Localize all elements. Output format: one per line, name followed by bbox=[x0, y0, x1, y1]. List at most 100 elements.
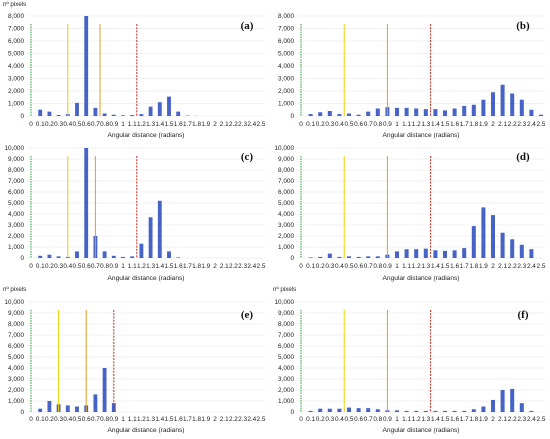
x-tick-label: 1.8 bbox=[469, 416, 478, 423]
x-axis-label: Angular distance (radians) bbox=[383, 132, 460, 139]
x-tick-label: 2.5 bbox=[537, 263, 546, 270]
x-tick-label: 0.9 bbox=[383, 416, 392, 423]
bar-1.4 bbox=[157, 102, 162, 116]
y-tick-label: 2,000 bbox=[8, 88, 24, 95]
y-tick-label: 0 bbox=[20, 255, 24, 262]
x-tick-label: 1 bbox=[121, 121, 125, 128]
y-tick-label: 5,000 bbox=[278, 200, 294, 207]
bar-0.4 bbox=[337, 114, 342, 116]
bar-0.7 bbox=[366, 408, 371, 412]
x-tick-label: 2.3 bbox=[517, 416, 526, 423]
panel-label: (d) bbox=[516, 151, 530, 163]
bar-2.2 bbox=[510, 93, 515, 116]
panel-label: (e) bbox=[241, 309, 254, 321]
y-tick-label: 6,000 bbox=[278, 189, 294, 196]
y-tick-label: 1,000 bbox=[278, 398, 294, 405]
y-tick-label: 3,000 bbox=[8, 376, 24, 383]
y-tick-label: 7,000 bbox=[278, 332, 294, 339]
bar-1.2 bbox=[414, 249, 419, 258]
chart-panel-3: 0 1,000 2,000 3,000 4,000 5,000 6,000 7,000 8,00… bbox=[274, 145, 545, 282]
bar-0.4 bbox=[65, 405, 70, 412]
x-tick-label: 1.8 bbox=[192, 263, 201, 270]
bar-1.6 bbox=[452, 250, 457, 258]
x-tick-label: 2.2 bbox=[229, 263, 238, 270]
x-tick-label: 1.8 bbox=[192, 416, 201, 423]
x-tick-label: 2 bbox=[491, 121, 495, 128]
bar-1.5 bbox=[442, 250, 448, 258]
bar-1.9 bbox=[481, 406, 486, 412]
y-tick-label: 0 bbox=[20, 409, 24, 416]
chart-panel-0: 0 1,000 2,000 3,000 4,000 5,000 6,000 7,000 8,00… bbox=[3, 1, 266, 139]
x-tick-label: 0.9 bbox=[383, 263, 392, 270]
bar-2.1 bbox=[500, 232, 505, 258]
y-tick-label: 9,000 bbox=[8, 310, 24, 317]
bar-0.4 bbox=[337, 256, 342, 258]
x-tick-label: 0.6 bbox=[354, 121, 363, 128]
bar-0.2 bbox=[318, 112, 323, 116]
x-tick-label: 1.2 bbox=[137, 263, 146, 270]
bar-0.1 bbox=[308, 410, 313, 412]
x-tick-label: 1.7 bbox=[460, 416, 469, 423]
y-tick-label: 8,000 bbox=[8, 167, 24, 174]
bar-1.2 bbox=[414, 410, 419, 412]
bar-1 bbox=[394, 251, 400, 258]
bar-1.4 bbox=[433, 410, 438, 412]
x-tick-label: 0.5 bbox=[73, 416, 82, 423]
x-tick-label: 2.3 bbox=[238, 121, 247, 128]
y-tick-label: 8,000 bbox=[278, 13, 294, 20]
y-tick-label: 9,000 bbox=[278, 156, 294, 163]
y-tick-label: 8,000 bbox=[278, 321, 294, 328]
bar-0.6 bbox=[356, 408, 361, 412]
x-tick-label: 1.4 bbox=[155, 121, 164, 128]
bar-1.3 bbox=[423, 109, 428, 116]
x-tick-label: 2 bbox=[213, 121, 217, 128]
bar-1.6 bbox=[176, 111, 181, 116]
x-tick-label: 1.3 bbox=[146, 263, 155, 270]
x-tick-label: 0.2 bbox=[45, 263, 54, 270]
y-tick-label: 5,000 bbox=[278, 51, 294, 58]
bar-0.7 bbox=[366, 256, 371, 258]
bar-0.5 bbox=[346, 256, 352, 258]
x-tick-label: 0.8 bbox=[100, 263, 109, 270]
y-tick-label: 0 bbox=[290, 409, 294, 416]
bar-0.6 bbox=[84, 16, 89, 116]
x-tick-label: 2 bbox=[213, 416, 217, 423]
y-tick-label: 4,000 bbox=[8, 211, 24, 218]
x-tick-label: 1.4 bbox=[431, 121, 440, 128]
x-tick-label: 0.3 bbox=[54, 121, 63, 128]
x-tick-label: 1.7 bbox=[183, 121, 192, 128]
y-tick-label: 0 bbox=[290, 113, 294, 120]
bar-0.1 bbox=[38, 255, 43, 258]
bar-1.5 bbox=[167, 251, 171, 258]
bar-1.7 bbox=[462, 106, 467, 116]
bar-1 bbox=[394, 410, 400, 412]
y-tick-label: 7,000 bbox=[278, 26, 294, 33]
bar-0.1 bbox=[38, 109, 43, 116]
bar-0.7 bbox=[93, 107, 98, 116]
x-tick-label: 0.9 bbox=[109, 263, 118, 270]
x-tick-label: 0.7 bbox=[364, 416, 373, 423]
x-tick-label: 1.1 bbox=[402, 121, 411, 128]
bar-0.6 bbox=[356, 114, 361, 116]
x-tick-label: 2.5 bbox=[257, 416, 266, 423]
x-tick-label: 1.2 bbox=[137, 121, 146, 128]
y-tick-label: 10,000 bbox=[4, 145, 24, 152]
bar-2.5 bbox=[538, 114, 544, 116]
bar-1.1 bbox=[404, 107, 409, 116]
bar-2.2 bbox=[510, 239, 515, 258]
y-tick-label: 7,000 bbox=[8, 332, 24, 339]
y-tick-label: 9,000 bbox=[278, 310, 294, 317]
x-tick-label: 1.4 bbox=[155, 416, 164, 423]
x-tick-label: 0.6 bbox=[82, 121, 91, 128]
x-tick-label: 1.6 bbox=[174, 121, 183, 128]
bar-2.1 bbox=[500, 390, 505, 412]
bar-0.8 bbox=[102, 251, 107, 258]
x-tick-label: 0.1 bbox=[36, 121, 45, 128]
y-tick-label: 2,000 bbox=[278, 233, 294, 240]
x-tick-label: 1.8 bbox=[192, 121, 201, 128]
y-tick-label: 6,000 bbox=[8, 189, 24, 196]
bar-1.5 bbox=[442, 110, 448, 116]
y-tick-label: 3,000 bbox=[8, 222, 24, 229]
chart-panel-1: 0 1,000 2,000 3,000 4,000 5,000 6,000 7,000 8,00… bbox=[278, 13, 546, 139]
